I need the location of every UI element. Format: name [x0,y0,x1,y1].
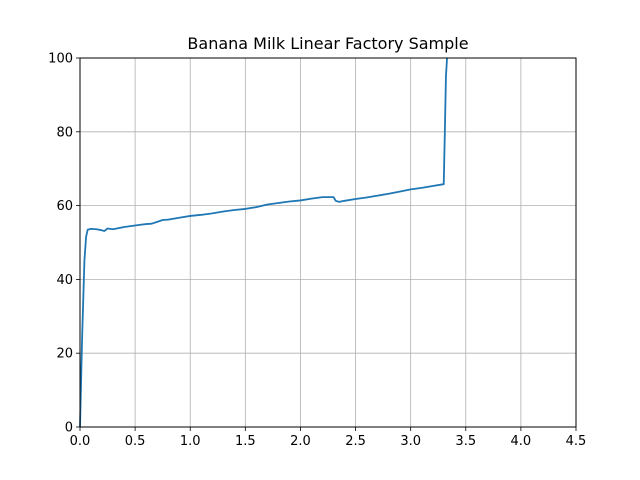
y-tick-label: 60 [56,199,73,214]
x-tick-label: 3.0 [400,434,421,449]
x-tick-label: 0.5 [125,434,146,449]
x-tick-label: 0.0 [70,434,91,449]
y-tick-label: 0 [65,421,73,436]
series-layer [79,57,448,428]
x-tick-label: 2.5 [345,434,366,449]
series-line [79,57,448,428]
x-tick-label: 4.0 [511,434,532,449]
y-tick-label: 100 [48,52,73,67]
y-tick-label: 40 [56,273,73,288]
y-tick-label: 80 [56,125,73,140]
x-tick-label: 2.0 [290,434,311,449]
x-tick-label: 1.0 [180,434,201,449]
y-tick-label: 20 [56,347,73,362]
x-tick-label: 4.5 [566,434,587,449]
plot-frame [79,57,577,428]
x-axis: 0.0 0.5 1.0 1.5 2.0 2.5 3.0 3.5 4.0 4.5 [70,427,587,449]
y-axis: 0 20 40 60 80 100 [48,52,80,436]
chart-title: Banana Milk Linear Factory Sample [187,34,468,53]
x-tick-label: 3.5 [455,434,476,449]
x-tick-label: 1.5 [235,434,256,449]
